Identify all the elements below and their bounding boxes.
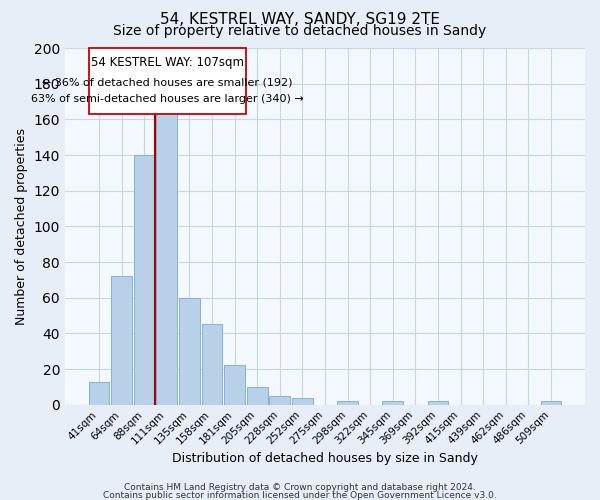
Bar <box>269 396 290 404</box>
Text: 54 KESTREL WAY: 107sqm: 54 KESTREL WAY: 107sqm <box>91 56 244 69</box>
Bar <box>292 398 313 404</box>
Text: Size of property relative to detached houses in Sandy: Size of property relative to detached ho… <box>113 24 487 38</box>
Text: ← 36% of detached houses are smaller (192): ← 36% of detached houses are smaller (19… <box>42 78 293 88</box>
Bar <box>382 401 403 404</box>
Text: 63% of semi-detached houses are larger (340) →: 63% of semi-detached houses are larger (… <box>31 94 304 104</box>
Bar <box>337 401 358 404</box>
Text: Contains public sector information licensed under the Open Government Licence v3: Contains public sector information licen… <box>103 490 497 500</box>
Bar <box>134 155 155 404</box>
Bar <box>202 324 223 404</box>
Y-axis label: Number of detached properties: Number of detached properties <box>15 128 28 325</box>
Bar <box>179 298 200 405</box>
Bar <box>541 401 562 404</box>
Bar <box>428 401 448 404</box>
Bar <box>111 276 132 404</box>
Text: Contains HM Land Registry data © Crown copyright and database right 2024.: Contains HM Land Registry data © Crown c… <box>124 483 476 492</box>
X-axis label: Distribution of detached houses by size in Sandy: Distribution of detached houses by size … <box>172 452 478 465</box>
Bar <box>89 382 109 404</box>
Bar <box>224 366 245 405</box>
Bar <box>157 110 177 405</box>
Bar <box>89 48 246 114</box>
Text: 54, KESTREL WAY, SANDY, SG19 2TE: 54, KESTREL WAY, SANDY, SG19 2TE <box>160 12 440 28</box>
Bar <box>247 387 268 404</box>
